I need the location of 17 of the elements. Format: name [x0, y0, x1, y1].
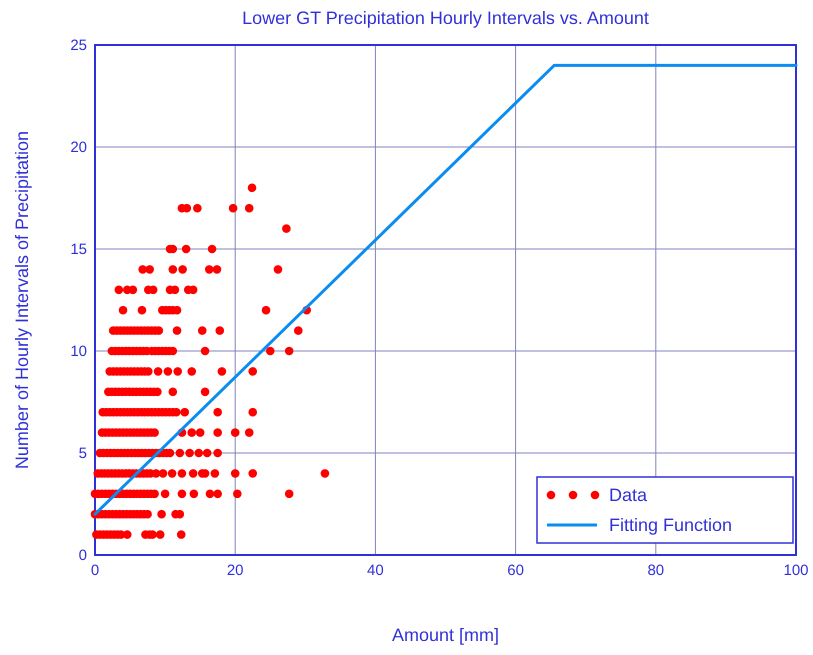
y-axis-title: Number of Hourly Intervals of Precipitation	[12, 130, 32, 470]
chart-title: Lower GT Precipitation Hourly Intervals vs. Amount	[242, 8, 649, 28]
y-tick-label: 15	[70, 241, 87, 258]
x-axis-title: Amount [mm]	[392, 625, 500, 645]
legend-label: Data	[609, 485, 648, 505]
x-tick-label: 40	[367, 562, 384, 579]
y-tick-label: 10	[70, 343, 87, 360]
x-tick-label: 80	[647, 562, 664, 579]
x-tick-label: 20	[226, 562, 244, 579]
legend-label: Fitting Function	[609, 515, 732, 535]
x-tick-label: 0	[90, 562, 100, 579]
y-tick-label: 20	[70, 139, 87, 156]
x-tick-label: 60	[507, 562, 524, 579]
y-tick-label: 25	[70, 37, 87, 54]
y-tick-label: 5	[78, 445, 87, 462]
y-tick-label: 0	[78, 547, 87, 564]
x-tick-label: 100	[783, 562, 809, 579]
